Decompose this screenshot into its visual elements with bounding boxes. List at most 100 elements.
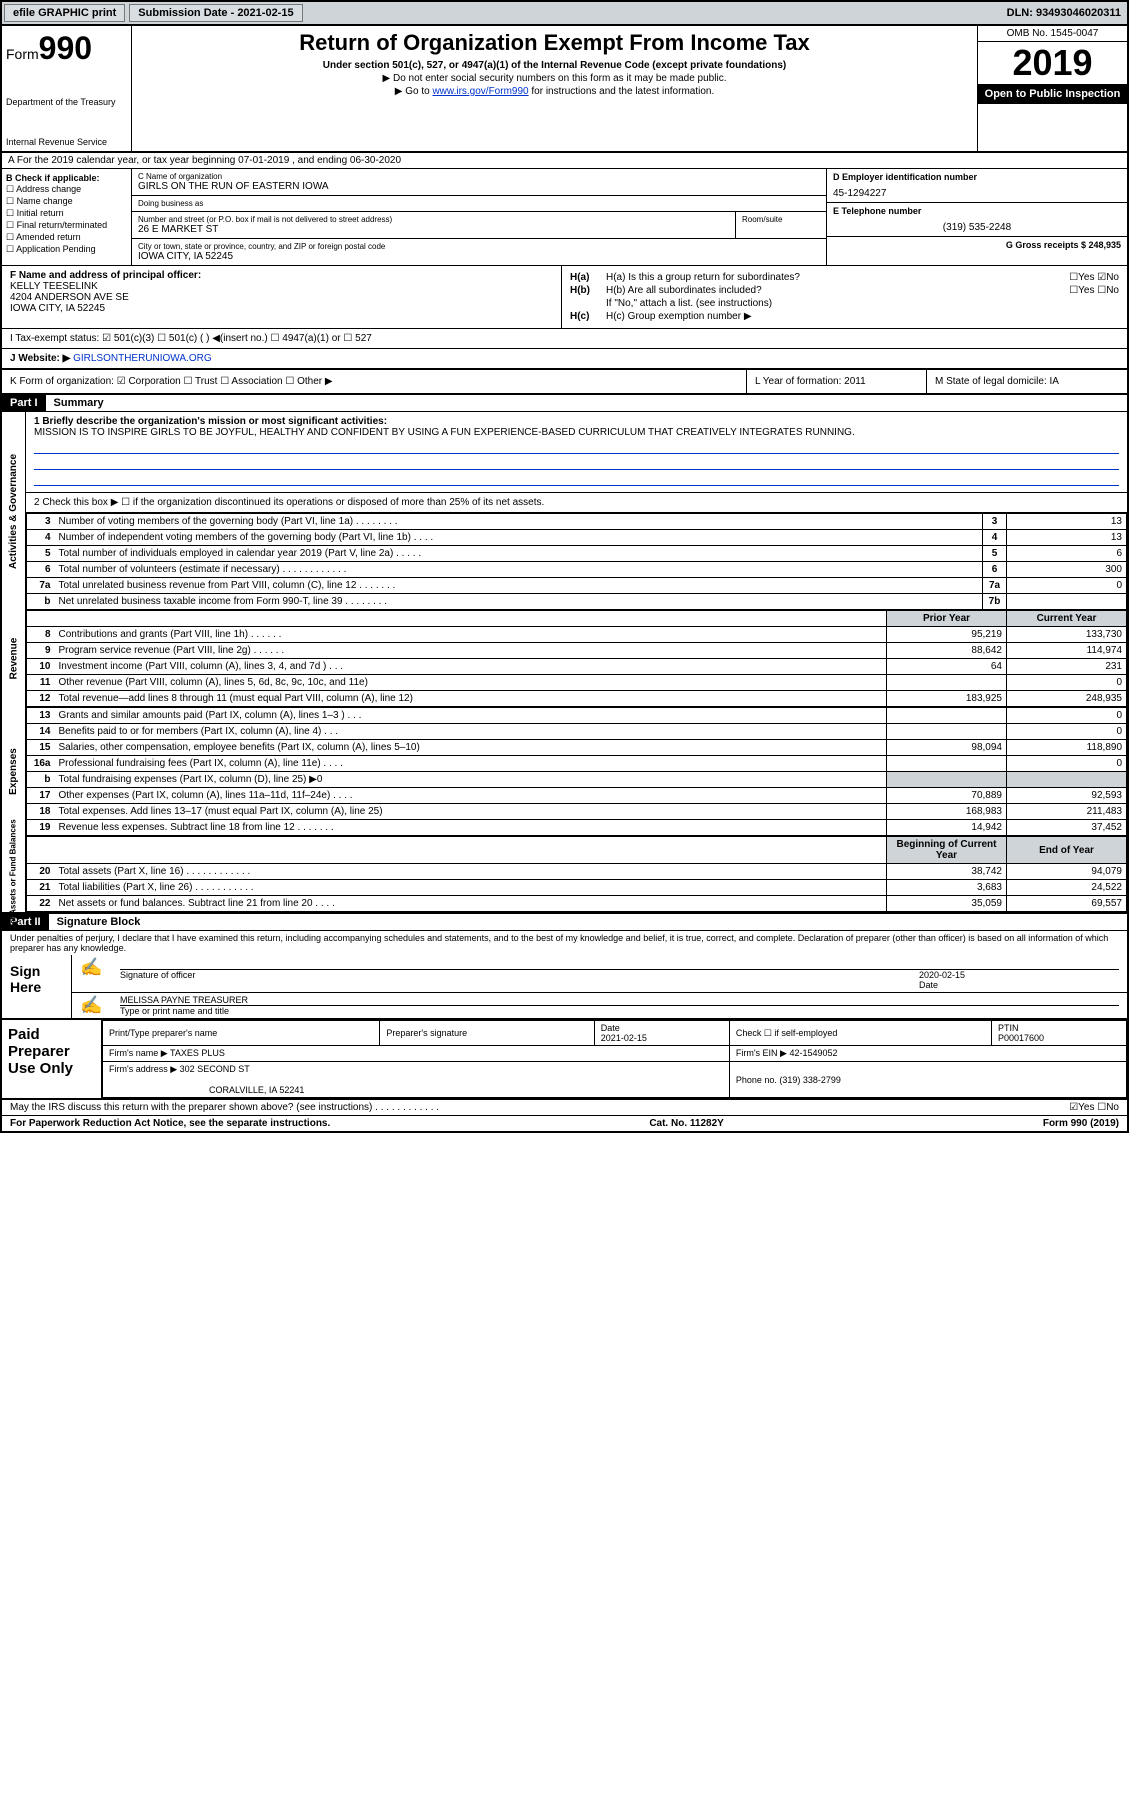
table-row: 16aProfessional fundraising fees (Part I… xyxy=(27,756,1127,772)
row-fh: F Name and address of principal officer:… xyxy=(2,266,1127,329)
form-subtitle: Under section 501(c), 527, or 4947(a)(1)… xyxy=(136,60,973,71)
hc-line: H(c)H(c) Group exemption number ▶ xyxy=(570,311,1119,322)
table-row: 9Program service revenue (Part VIII, lin… xyxy=(27,643,1127,659)
table-row: 18Total expenses. Add lines 13–17 (must … xyxy=(27,804,1127,820)
ag-content: 1 Briefly describe the organization's mi… xyxy=(26,412,1127,610)
ha-line: H(a)H(a) Is this a group return for subo… xyxy=(570,272,1119,283)
firm-name-label: Firm's name ▶ xyxy=(109,1048,168,1058)
chk-final[interactable]: ☐ Final return/terminated xyxy=(6,220,127,231)
form-note2: ▶ Go to www.irs.gov/Form990 for instruct… xyxy=(136,86,973,97)
sidebar-rev-label: Revenue xyxy=(8,638,19,680)
hb-answer[interactable]: ☐Yes ☐No xyxy=(1069,285,1119,296)
chk-address[interactable]: ☐ Address change xyxy=(6,184,127,195)
website-link[interactable]: GIRLSONTHERUNIOWA.ORG xyxy=(73,353,212,364)
sidebar-na: Net Assets or Fund Balances xyxy=(2,836,26,912)
part1-header-row: Part I Summary xyxy=(2,395,1127,412)
dln-label: DLN: 93493046020311 xyxy=(1007,7,1127,19)
table-row: 15Salaries, other compensation, employee… xyxy=(27,740,1127,756)
ha-answer[interactable]: ☐Yes ☑No xyxy=(1069,272,1119,283)
footer-left: For Paperwork Reduction Act Notice, see … xyxy=(10,1118,330,1129)
paid-row2: Firm's name ▶ TAXES PLUS Firm's EIN ▶ 42… xyxy=(103,1046,1127,1062)
org-name-label: C Name of organization xyxy=(138,172,820,181)
ha-text: H(a) Is this a group return for subordin… xyxy=(606,272,1069,283)
mission-block: 1 Briefly describe the organization's mi… xyxy=(26,412,1127,493)
mission-text: MISSION IS TO INSPIRE GIRLS TO BE JOYFUL… xyxy=(34,427,1119,438)
inspection-badge: Open to Public Inspection xyxy=(978,84,1127,104)
ptin-label: PTIN xyxy=(998,1023,1019,1033)
table-row: 13Grants and similar amounts paid (Part … xyxy=(27,708,1127,724)
paid-right: Print/Type preparer's name Preparer's si… xyxy=(102,1020,1127,1098)
sig-date-label: Date xyxy=(919,980,938,990)
form-title: Return of Organization Exempt From Incom… xyxy=(136,30,973,56)
ptin-value: P00017600 xyxy=(998,1033,1044,1043)
discuss-text: May the IRS discuss this return with the… xyxy=(10,1102,439,1113)
table-row: 19Revenue less expenses. Subtract line 1… xyxy=(27,820,1127,836)
rev-header-row: Prior YearCurrent Year xyxy=(27,611,1127,627)
efile-button[interactable]: efile GRAPHIC print xyxy=(4,4,125,22)
table-row: 5Total number of individuals employed in… xyxy=(27,546,1127,562)
chk-pending[interactable]: ☐ Application Pending xyxy=(6,244,127,255)
column-k: K Form of organization: ☑ Corporation ☐ … xyxy=(2,370,747,393)
submission-date-button[interactable]: Submission Date - 2021-02-15 xyxy=(129,4,302,22)
column-b: B Check if applicable: ☐ Address change … xyxy=(2,169,132,265)
top-toolbar: efile GRAPHIC print Submission Date - 20… xyxy=(2,2,1127,26)
page-footer: For Paperwork Reduction Act Notice, see … xyxy=(2,1115,1127,1131)
paid-row3: Firm's address ▶ 302 SECOND STCORALVILLE… xyxy=(103,1062,1127,1098)
tel-cell: E Telephone number (319) 535-2248 xyxy=(827,203,1127,237)
form-990-page: efile GRAPHIC print Submission Date - 20… xyxy=(0,0,1129,1133)
summary-exp: Expenses 13Grants and similar amounts pa… xyxy=(2,707,1127,836)
rev-table: Prior YearCurrent Year 8Contributions an… xyxy=(26,610,1127,707)
discuss-row: May the IRS discuss this return with the… xyxy=(2,1099,1127,1115)
table-row: 3Number of voting members of the governi… xyxy=(27,514,1127,530)
table-row: 8Contributions and grants (Part VIII, li… xyxy=(27,627,1127,643)
footer-right: Form 990 (2019) xyxy=(1043,1118,1119,1129)
table-row: 4Number of independent voting members of… xyxy=(27,530,1127,546)
firm-name: TAXES PLUS xyxy=(170,1048,225,1058)
chk-initial[interactable]: ☐ Initial return xyxy=(6,208,127,219)
row-bcdefg: B Check if applicable: ☐ Address change … xyxy=(2,169,1127,266)
irs-link[interactable]: www.irs.gov/Form990 xyxy=(432,86,528,97)
check-self[interactable]: Check ☐ if self-employed xyxy=(729,1021,991,1046)
gross-cell: G Gross receipts $ 248,935 xyxy=(827,237,1127,254)
mission-line2 xyxy=(34,456,1119,470)
phone-label: Phone no. xyxy=(736,1075,777,1085)
column-l: L Year of formation: 2011 xyxy=(747,370,927,393)
table-row: 17Other expenses (Part IX, column (A), l… xyxy=(27,788,1127,804)
sidebar-ag-label: Activities & Governance xyxy=(8,453,19,568)
paid-preparer-row: Paid Preparer Use Only Print/Type prepar… xyxy=(2,1020,1127,1099)
penalties-text: Under penalties of perjury, I declare th… xyxy=(2,931,1127,955)
na-header-row: Beginning of Current YearEnd of Year xyxy=(27,837,1127,864)
chk-name[interactable]: ☐ Name change xyxy=(6,196,127,207)
omb-number: OMB No. 1545-0047 xyxy=(978,26,1127,42)
prep-date: 2021-02-15 xyxy=(601,1033,647,1043)
sidebar-na-label: Net Assets or Fund Balances xyxy=(9,819,18,929)
table-row: 11Other revenue (Part VIII, column (A), … xyxy=(27,675,1127,691)
form-990-text: 990 xyxy=(39,30,92,66)
form-number: Form990 xyxy=(6,30,127,67)
irs-label: Internal Revenue Service xyxy=(6,137,127,147)
gross-label: G Gross receipts $ 248,935 xyxy=(1006,240,1121,250)
table-row: 12Total revenue—add lines 8 through 11 (… xyxy=(27,691,1127,707)
form-label: Form xyxy=(6,46,39,62)
chk-amended[interactable]: ☐ Amended return xyxy=(6,232,127,243)
prep-date-label: Date xyxy=(601,1023,620,1033)
hb-text: H(b) Are all subordinates included? xyxy=(606,285,1069,296)
ein-value: 45-1294227 xyxy=(833,188,1121,199)
name-title-label: Type or print name and title xyxy=(120,1005,1119,1016)
header-middle: Return of Organization Exempt From Incom… xyxy=(132,26,977,151)
form-note1: ▶ Do not enter social security numbers o… xyxy=(136,73,973,84)
ag-table: 3Number of voting members of the governi… xyxy=(26,513,1127,610)
firm-addr1: 302 SECOND ST xyxy=(180,1064,250,1074)
mission-label: 1 Briefly describe the organization's mi… xyxy=(34,416,1119,427)
room-suite: Room/suite xyxy=(736,212,826,238)
discuss-answer[interactable]: ☑Yes ☐No xyxy=(1069,1102,1119,1113)
exp-table: 13Grants and similar amounts paid (Part … xyxy=(26,707,1127,836)
hb-line: H(b)H(b) Are all subordinates included?☐… xyxy=(570,285,1119,296)
firm-addr-label: Firm's address ▶ xyxy=(109,1064,177,1074)
tel-label: E Telephone number xyxy=(833,206,1121,216)
addr-row: Number and street (or P.O. box if mail i… xyxy=(132,212,826,239)
na-table: Beginning of Current YearEnd of Year 20T… xyxy=(26,836,1127,912)
officer-addr2: IOWA CITY, IA 52245 xyxy=(10,303,553,314)
summary-ag: Activities & Governance 1 Briefly descri… xyxy=(2,412,1127,610)
paid-preparer-label: Paid Preparer Use Only xyxy=(2,1020,102,1098)
